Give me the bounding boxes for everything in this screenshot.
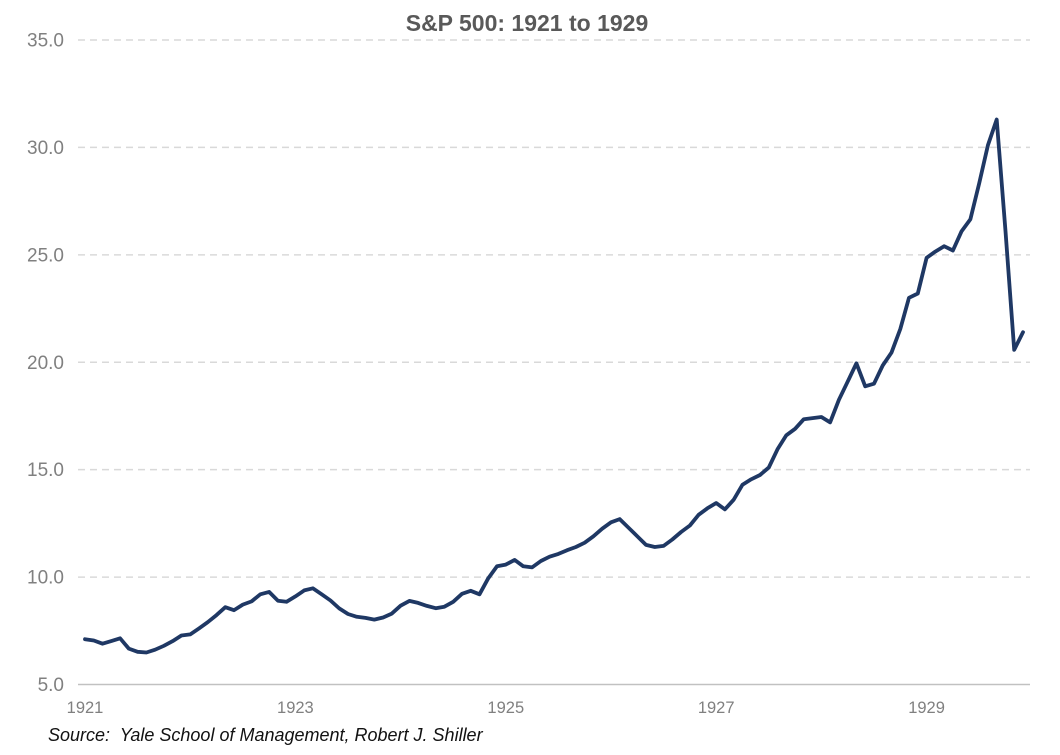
y-tick-label: 15.0 [27,460,64,481]
chart-title: S&P 500: 1921 to 1929 [406,10,649,36]
x-tick-label: 1925 [487,699,524,717]
gridlines [78,39,1030,686]
x-axis-tick-labels: 1921 1923 1925 1927 1929 [67,699,945,717]
x-tick-label: 1921 [67,699,104,717]
y-tick-label: 10.0 [27,568,64,589]
y-tick-label: 30.0 [27,138,64,159]
y-axis-tick-labels: 5.0 10.0 15.0 20.0 25.0 30.0 35.0 [27,31,64,697]
x-tick-label: 1929 [908,699,945,717]
x-tick-label: 1923 [277,699,314,717]
y-tick-label: 35.0 [27,31,64,52]
source-note: Source: Yale School of Management, Rober… [48,725,484,745]
sp500-series-line [83,117,1025,655]
x-tick-label: 1927 [698,699,735,717]
y-tick-label: 20.0 [27,353,64,374]
y-tick-label: 25.0 [27,245,64,266]
y-tick-label: 5.0 [38,675,64,696]
